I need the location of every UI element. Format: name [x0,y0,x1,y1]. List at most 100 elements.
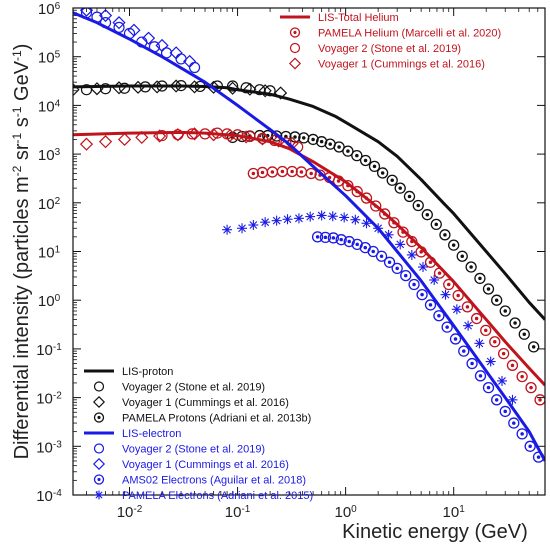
data-point [499,405,511,418]
legend-label: PAMELA Helium (Marcelli et al. 2020) [318,28,501,40]
legend-entry: Voyager 1 (Cummings et al. 2016) [288,57,485,71]
data-point [367,245,379,258]
data-point [406,249,417,260]
tick-exponent: 0 [351,504,357,515]
x-tick-label: 100 [334,504,357,522]
data-point [491,294,503,306]
data-point [534,394,545,406]
tick-exponent: -1 [53,341,62,352]
data-point [528,341,540,353]
data-point [451,304,462,315]
tick-base: 10 [334,504,351,521]
data-point [327,211,338,222]
x-axis-ticks: 10-2 10-1 100 101 [72,8,546,522]
data-point [222,224,233,235]
y-tick-label: 106 [38,1,61,19]
plot-frame [72,7,546,496]
data-point [443,278,455,291]
data-point [316,210,327,221]
tick-base: 10 [38,245,55,262]
y-tick-label: 104 [38,98,61,116]
data-point [376,167,389,179]
data-point [98,8,113,23]
tick-exponent: -1 [241,504,250,515]
tick-exponent: 1 [55,244,61,255]
data-point [440,289,451,300]
data-point [424,299,437,311]
data-point [243,82,257,96]
data-point [327,232,340,244]
data-point [368,160,381,173]
series-line-lis-total-helium [73,130,545,387]
data-point [226,81,240,95]
y-label-part: ) [11,44,33,51]
data-point [412,199,424,212]
data-point [282,214,293,225]
data-point [429,274,440,285]
y-label-exponent: -1 [10,106,24,117]
tick-exponent: 5 [55,49,61,60]
series-pamela-electrons [222,210,518,405]
legend-entry: LIS-Total Helium [280,12,399,24]
data-point [452,289,464,302]
legend-label: LIS-proton [122,366,173,378]
data-point [416,289,428,301]
data-point [135,130,149,145]
data-point [311,231,324,243]
data-point [289,131,301,143]
x-tick-label: 101 [443,504,466,522]
y-tick-label: 103 [38,147,61,165]
legend-entry: PAMELA Protons (Adriani et al. 2013b) [93,412,311,425]
data-point [99,83,112,95]
data-point [295,166,308,178]
legend-label: Voyager 1 (Cummings et al. 2016) [122,397,289,409]
data-point [509,317,521,329]
legend-marker-swatch [289,27,301,38]
data-point [391,262,403,275]
legend-entry: PAMELA Electrons (Adriani et al. 2015) [94,490,313,502]
data-point [441,321,453,333]
x-tick-label: 10-1 [225,504,251,522]
data-point [266,166,279,178]
data-point [506,359,519,371]
data-point [260,217,271,228]
data-point [449,333,462,345]
data-point [286,165,298,178]
data-point [141,31,156,45]
data-point [461,301,474,313]
tick-base: 10 [443,504,460,521]
tick-base: 10 [38,50,55,67]
legend-label: AMS02 Electrons (Aguilar et al. 2018) [122,475,306,487]
tick-exponent: 6 [55,1,61,12]
legend-label: LIS-Total Helium [318,12,399,24]
tick-base: 10 [36,488,53,505]
legend-entry: PAMELA Helium (Marcelli et al. 2020) [289,27,501,40]
data-point [293,213,304,224]
y-label-exponent: -1 [10,132,24,143]
data-point [258,84,272,98]
data-point [307,133,319,146]
data-point [403,190,416,203]
data-point [516,428,528,440]
tick-exponent: 2 [55,195,61,206]
legend-marker-swatch [93,412,105,423]
y-tick-label: 10-4 [36,488,62,506]
legend-marker-swatch [288,57,302,70]
y-tick-label: 100 [38,293,61,311]
data-point [256,166,269,179]
legend-marker-swatch [93,381,105,392]
tick-base: 10 [38,293,55,310]
legend-entry: Voyager 2 (Stone et al. 2019) [93,381,265,394]
data-point [248,220,259,231]
legend-label: LIS-electron [122,428,181,440]
data-point [342,145,354,157]
y-label-exponent: -2 [10,165,24,176]
tick-base: 10 [117,504,134,521]
y-label-part: GeV [11,60,33,106]
data-point [491,394,503,406]
data-point [439,229,451,241]
data-point [489,336,501,348]
data-point [524,440,536,452]
y-tick-label: 101 [38,244,61,262]
legend-label: PAMELA Electrons (Adriani et al. 2015) [122,490,313,502]
